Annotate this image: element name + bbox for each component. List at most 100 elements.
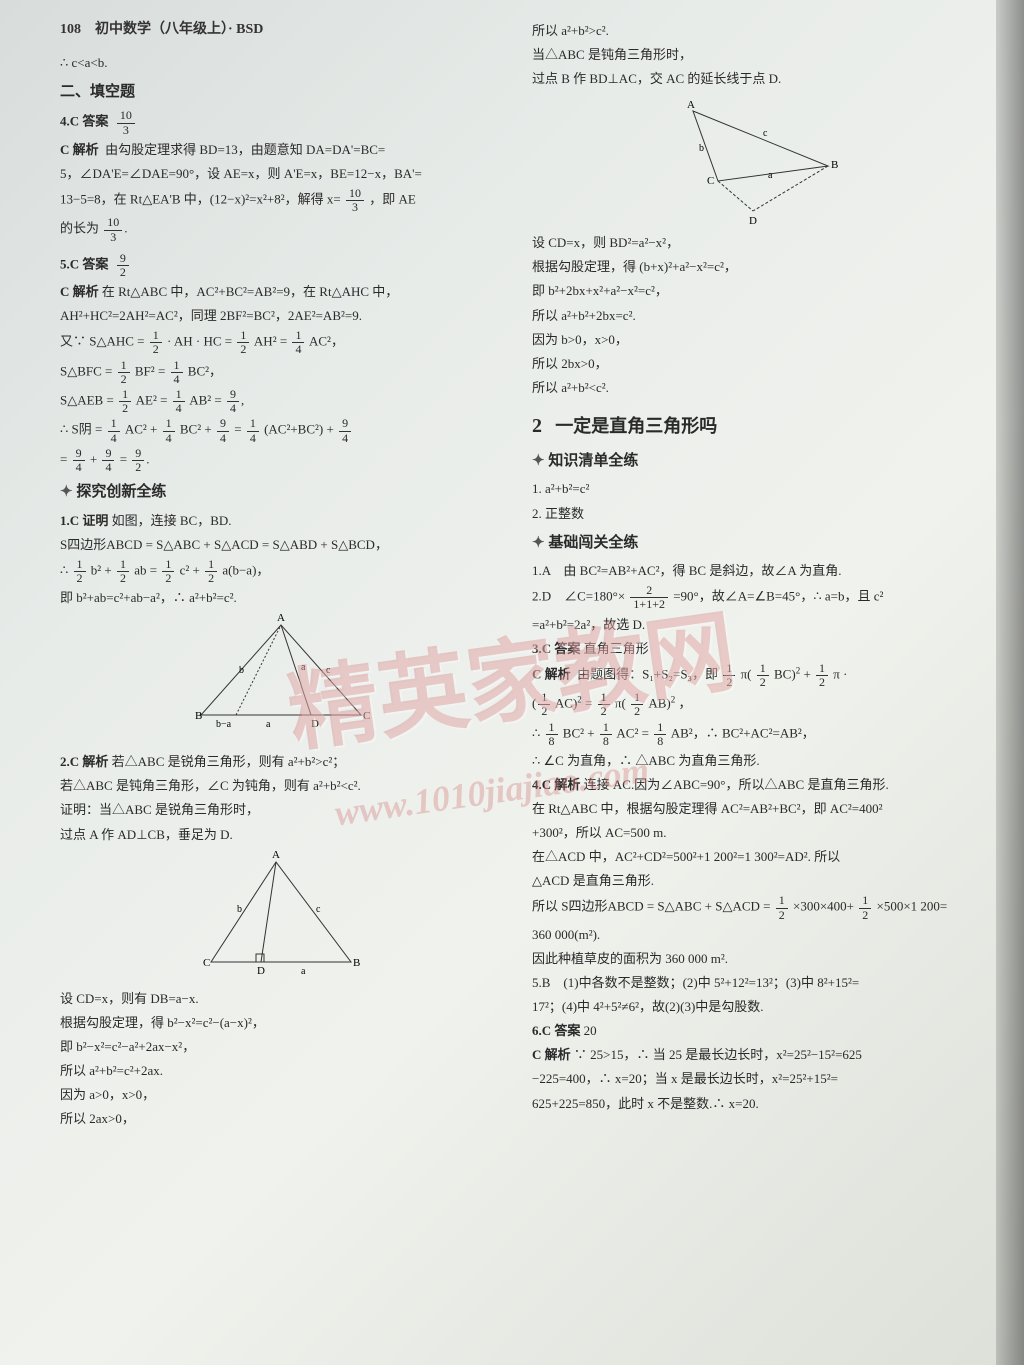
- svg-text:c: c: [316, 904, 321, 915]
- q5-answer: 5.C 答案 92: [60, 252, 502, 279]
- text: ∴ 18 BC² + 18 AC² = 18 AB²，∴ BC²+AC²=AB²…: [532, 721, 974, 748]
- text: S△AEB = 12 AE² = 14 AB² = 94,: [60, 388, 502, 415]
- text: 1.C 证明 如图，连接 BC，BD.: [60, 510, 502, 532]
- text: 所以 a²+b²>c².: [532, 20, 974, 42]
- section-knowledge-title: 知识清单全练: [532, 449, 974, 475]
- book-spine: [996, 0, 1024, 1365]
- svg-text:b: b: [699, 143, 704, 154]
- text: 当△ABC 是钝角三角形时，: [532, 44, 974, 66]
- text: = 94 + 94 = 92.: [60, 447, 502, 474]
- svg-text:D: D: [749, 215, 757, 227]
- label: 4.C 答案: [60, 114, 108, 129]
- text: 3.C 答案 直角三角形: [532, 638, 974, 660]
- text: 17²；(4)中 4²+5²≠6²，故(2)(3)中是勾股数.: [532, 996, 974, 1018]
- triangle-diagram-1: A B C D b a c b−a a: [191, 615, 371, 745]
- svg-text:b: b: [237, 904, 242, 915]
- text: S△BFC = 12 BF² = 14 BC²，: [60, 359, 502, 386]
- text: 所以 2ax>0，: [60, 1108, 502, 1130]
- text: AH²+HC²=2AH²=AC²，同理 2BF²=BC²，2AE²=AB²=9.: [60, 305, 502, 327]
- text: 1.A 由 BC²=AB²+AC²，得 BC 是斜边，故∠A 为直角.: [532, 560, 974, 582]
- obtuse-triangle-diagram: A B C D b c a: [663, 96, 843, 226]
- svg-text:A: A: [687, 99, 695, 111]
- text: 2.C 解析 若△ABC 是锐角三角形，则有 a²+b²>c²；: [60, 751, 502, 773]
- svg-text:a: a: [301, 662, 306, 673]
- svg-text:B: B: [195, 710, 202, 722]
- text: 证明：当△ABC 是锐角三角形时，: [60, 799, 502, 821]
- text: ∴ ∠C 为直角，∴ △ABC 为直角三角形.: [532, 750, 974, 772]
- page-header: 108 初中数学（八年级上）· BSD: [60, 18, 502, 42]
- text: 因此种植草皮的面积为 360 000 m².: [532, 948, 974, 970]
- text: C 解析 由勾股定理求得 BD=13，由题意知 DA=DA'=BC=: [60, 139, 502, 161]
- text: 所以 a²+b²=c²+2ax.: [60, 1060, 502, 1082]
- text: −225=400，∴ x=20；当 x 是最长边长时，x²=25²+15²=: [532, 1068, 974, 1090]
- text: ∴ S阴 = 14 AC² + 14 BC² + 94 = 14 (AC²+BC…: [60, 417, 502, 444]
- svg-text:C: C: [203, 957, 210, 969]
- text: △ACD 是直角三角形.: [532, 870, 974, 892]
- text: S四边形ABCD = S△ABC + S△ACD = S△ABD + S△BCD…: [60, 534, 502, 556]
- text: (12 AC)2 = 12 π( 12 AB)2 ，: [532, 691, 974, 718]
- text: 1. a²+b²=c²: [532, 478, 974, 500]
- svg-text:D: D: [257, 965, 265, 977]
- page-container: 108 初中数学（八年级上）· BSD ∴ c<a<b. 二、填空题 4.C 答…: [0, 0, 1024, 1152]
- svg-text:c: c: [763, 128, 768, 139]
- text: 即 b²+ab=c²+ab−a²，∴ a²+b²=c².: [60, 587, 502, 609]
- text: 若△ABC 是钝角三角形，∠C 为钝角，则有 a²+b²<c².: [60, 775, 502, 797]
- svg-text:C: C: [363, 710, 370, 722]
- svg-text:D: D: [311, 718, 319, 730]
- section-explore-title: 探究创新全练: [60, 480, 502, 506]
- svg-text:B: B: [353, 957, 360, 969]
- text: C 解析 在 Rt△ABC 中，AC²+BC²=AB²=9，在 Rt△AHC 中…: [60, 281, 502, 303]
- svg-text:A: A: [277, 612, 285, 624]
- svg-text:c: c: [326, 665, 331, 676]
- text: 5.B (1)中各数不是整数；(2)中 5²+12²=13²；(3)中 8²+1…: [532, 972, 974, 994]
- text: 所以 a²+b²<c².: [532, 377, 974, 399]
- text: 6.C 答案 20: [532, 1020, 974, 1042]
- text: 过点 A 作 AD⊥CB，垂足为 D.: [60, 824, 502, 846]
- text: ∴ 12 b² + 12 ab = 12 c² + 12 a(b−a)，: [60, 558, 502, 585]
- text: C 解析 ∵ 25>15，∴ 当 25 是最长边长时，x²=25²−15²=62…: [532, 1044, 974, 1066]
- text: 所以 2bx>0，: [532, 353, 974, 375]
- text: 因为 b>0，x>0，: [532, 329, 974, 351]
- text: 设 CD=x，则有 DB=a−x.: [60, 988, 502, 1010]
- text: 过点 B 作 BD⊥AC，交 AC 的延长线于点 D.: [532, 68, 974, 90]
- text: C 解析 由题图得：S₁+S₂=S₃，即 12 π( 12 BC)2 + 12 …: [532, 662, 974, 689]
- text: 所以 S四边形ABCD = S△ABC + S△ACD = 12 ×300×40…: [532, 894, 974, 921]
- section-basic-title: 基础闯关全练: [532, 531, 974, 557]
- text: +300²，所以 AC=500 m.: [532, 822, 974, 844]
- svg-text:C: C: [707, 175, 714, 187]
- text: 2. 正整数: [532, 503, 974, 525]
- text: 2.D ∠C=180°× 21+1+2 =90°，故∠A=∠B=45°，∴ a=…: [532, 584, 974, 611]
- triangle-diagram-2: A B C D b c a: [191, 852, 371, 982]
- svg-text:b−a: b−a: [216, 719, 232, 730]
- text: 的长为 103.: [60, 216, 502, 243]
- text: 即 b²−x²=c²−a²+2ax−x²，: [60, 1036, 502, 1058]
- text: 360 000(m²).: [532, 924, 974, 946]
- text: 所以 a²+b²+2bx=c².: [532, 305, 974, 327]
- fraction: 103: [117, 109, 135, 136]
- svg-text:b: b: [239, 665, 244, 676]
- text: 根据勾股定理，得 (b+x)²+a²−x²=c²，: [532, 256, 974, 278]
- text: ∴ c<a<b.: [60, 52, 502, 74]
- text: 即 b²+2bx+x²+a²−x²=c²，: [532, 280, 974, 302]
- text: 在△ACD 中，AC²+CD²=500²+1 200²=1 300²=AD². …: [532, 846, 974, 868]
- section-2-heading: 2 一定是直角三角形吗: [532, 409, 974, 443]
- right-column: 所以 a²+b²>c². 当△ABC 是钝角三角形时， 过点 B 作 BD⊥AC…: [532, 18, 974, 1132]
- svg-text:B: B: [831, 159, 838, 171]
- svg-text:a: a: [768, 170, 773, 181]
- text: 因为 a>0，x>0，: [60, 1084, 502, 1106]
- section-fill-title: 二、填空题: [60, 80, 502, 106]
- text: 625+225=850，此时 x 不是整数.∴ x=20.: [532, 1093, 974, 1115]
- text: 在 Rt△ABC 中，根据勾股定理得 AC²=AB²+BC²，即 AC²=400…: [532, 798, 974, 820]
- svg-text:a: a: [301, 966, 306, 977]
- text: 13−5=8，在 Rt△EA'B 中，(12−x)²=x²+8²，解得 x= 1…: [60, 187, 502, 214]
- text: 4.C 解析 连接 AC.因为∠ABC=90°，所以△ABC 是直角三角形.: [532, 774, 974, 796]
- text: 设 CD=x，则 BD²=a²−x²，: [532, 232, 974, 254]
- text: 又∵ S△AHC = 12 · AH · HC = 12 AH² = 14 AC…: [60, 329, 502, 356]
- svg-text:a: a: [266, 719, 271, 730]
- text: =a²+b²=2a²，故选 D.: [532, 614, 974, 636]
- text: 根据勾股定理，得 b²−x²=c²−(a−x)²，: [60, 1012, 502, 1034]
- left-column: 108 初中数学（八年级上）· BSD ∴ c<a<b. 二、填空题 4.C 答…: [60, 18, 502, 1132]
- svg-text:A: A: [272, 849, 280, 861]
- q4-answer: 4.C 答案 103: [60, 109, 502, 136]
- text: 5，∠DA'E=∠DAE=90°，设 AE=x，则 A'E=x，BE=12−x，…: [60, 163, 502, 185]
